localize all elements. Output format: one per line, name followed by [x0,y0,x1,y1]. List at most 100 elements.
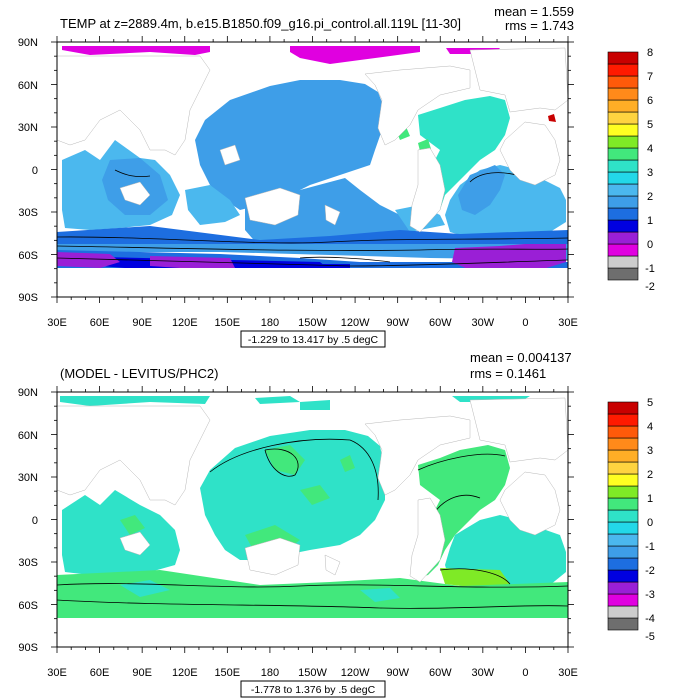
panel-1-lat-labels: 90N 60N 30N 0 30S 60S 90S [18,37,38,304]
colorbar-label: -4 [645,613,655,625]
panel-2-map-field [57,392,568,647]
colorbar-swatch [607,617,639,631]
lon-label: 60E [90,317,110,329]
panel-1-map-field [57,42,568,297]
colorbar-swatch [607,147,639,161]
colorbar-label: -5 [645,631,655,643]
lat-label: 60S [18,600,38,612]
lon-label: 30W [471,317,494,329]
panel-1-rms: rms = 1.743 [505,18,574,33]
lat-label: 30S [18,207,38,219]
colorbar-swatch [607,533,639,547]
panel-1-colorbar [607,51,639,281]
colorbar-swatch [607,437,639,451]
lon-label: 30E [47,317,67,329]
colorbar-label: 0 [647,239,653,251]
lat-label: 90S [18,642,38,654]
colorbar-swatch [607,509,639,523]
colorbar-label: 2 [647,191,653,203]
colorbar-swatch [607,581,639,595]
colorbar-swatch [607,87,639,101]
lat-label: 90N [18,387,38,399]
colorbar-swatch [607,51,639,65]
colorbar-swatch [607,521,639,535]
colorbar-label: 4 [647,143,653,155]
colorbar-label: -2 [645,565,655,577]
colorbar-swatch [607,123,639,137]
lon-label: 180 [261,667,279,679]
colorbar-swatch [607,449,639,463]
colorbar-swatch [607,171,639,185]
lon-label: 90W [386,317,409,329]
lon-label: 120E [172,667,198,679]
panel-2-lat-labels: 90N 60N 30N 0 30S 60S 90S [18,387,38,654]
colorbar-label: 1 [647,215,653,227]
lon-label: 30E [558,667,578,679]
colorbar-swatch [607,267,639,281]
lon-label: 0 [522,667,528,679]
colorbar-swatch [607,497,639,511]
lon-label: 150E [214,317,240,329]
colorbar-label: -1 [645,541,655,553]
colorbar-swatch [607,255,639,269]
colorbar-label: 4 [647,421,653,433]
panel-2-title: (MODEL - LEVITUS/PHC2) [60,366,218,381]
colorbar-swatch [607,207,639,221]
colorbar-swatch [607,593,639,607]
lon-label: 150W [298,317,327,329]
lat-label: 90S [18,292,38,304]
lon-label: 120W [341,317,370,329]
panel-2-ticks [51,386,574,653]
colorbar-swatch [607,159,639,173]
lon-label: 90E [132,667,152,679]
colorbar-label: -3 [645,589,655,601]
colorbar-label: 2 [647,469,653,481]
colorbar-swatch [607,75,639,89]
lon-label: 30W [471,667,494,679]
lon-label: 120E [172,317,198,329]
colorbar-swatch [607,425,639,439]
colorbar-swatch [607,99,639,113]
colorbar-swatch [607,461,639,475]
lon-label: 150E [214,667,240,679]
lon-label: 180 [261,317,279,329]
colorbar-swatch [607,569,639,583]
lat-label: 30N [18,122,38,134]
colorbar-label: 0 [647,517,653,529]
lat-label: 60S [18,250,38,262]
lat-label: 0 [32,515,38,527]
panel-1-ticks [51,36,574,303]
colorbar-swatch [607,243,639,257]
colorbar-label: 3 [647,167,653,179]
colorbar-label: -2 [645,281,655,293]
lon-label: 150W [298,667,327,679]
panel-2-range-label: -1.778 to 1.376 by .5 degC [251,684,376,696]
lat-label: 60N [18,430,38,442]
colorbar-label: 3 [647,445,653,457]
colorbar-swatch [607,231,639,245]
colorbar-label: 5 [647,397,653,409]
colorbar-swatch [607,485,639,499]
colorbar-swatch [607,195,639,209]
panel-1-title: TEMP at z=2889.4m, b.e15.B1850.f09_g16.p… [60,16,461,31]
panel-1-colorbar-labels: 8 7 6 5 4 3 2 1 0 -1 -2 [645,47,655,293]
colorbar-swatch [607,545,639,559]
colorbar-label: 6 [647,95,653,107]
colorbar-label: 5 [647,119,653,131]
panel-2-lon-labels: 30E 60E 90E 120E 150E 180 150W 120W 90W … [47,667,578,679]
colorbar-swatch [607,473,639,487]
lon-label: 90E [132,317,152,329]
lon-label: 0 [522,317,528,329]
colorbar-swatch [607,135,639,149]
lon-label: 120W [341,667,370,679]
panel-1-range-box [240,330,386,348]
colorbar-label: -1 [645,263,655,275]
panel-2-mean: mean = 0.004137 [470,350,572,365]
colorbar-swatch [607,605,639,619]
lon-label: 90W [386,667,409,679]
lon-label: 60W [429,317,452,329]
lat-label: 30S [18,557,38,569]
lat-label: 30N [18,472,38,484]
colorbar-swatch [607,183,639,197]
